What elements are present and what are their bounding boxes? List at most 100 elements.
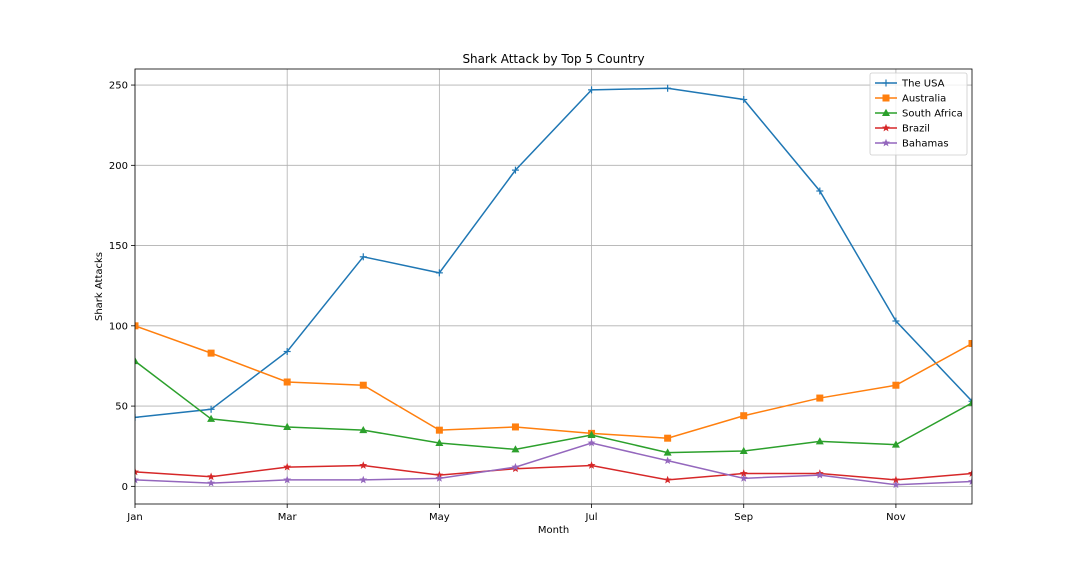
- series-line: [135, 442, 972, 486]
- legend: The USA Australia South Africa Brazil Bahama…: [869, 72, 968, 156]
- data-point: [968, 397, 972, 405]
- legend-marker: [882, 94, 890, 102]
- data-point: [891, 440, 900, 448]
- data-point: [207, 349, 215, 357]
- data-point: [587, 461, 596, 469]
- series-brazil: [135, 461, 972, 484]
- data-point: [816, 187, 824, 195]
- ticks: Jan Mar May Jul Sep Nov 0 50 100 150 200 250: [109, 81, 906, 523]
- y-axis-label: Shark Attacks: [94, 252, 105, 321]
- data-point: [435, 426, 443, 434]
- data-point: [587, 430, 596, 438]
- x-axis-label: Month: [538, 525, 569, 536]
- series-layer: [135, 84, 972, 489]
- legend-box: [869, 72, 968, 156]
- series-line: [135, 87, 972, 419]
- series-south-africa: [135, 356, 972, 456]
- series-line: [135, 360, 972, 454]
- data-point: [587, 438, 596, 447]
- chart-title: Shark Attack by Top 5 Country: [462, 52, 644, 66]
- data-point: [511, 462, 520, 471]
- data-point: [739, 446, 748, 455]
- data-point: [740, 95, 748, 103]
- data-point: [891, 475, 900, 484]
- y-tick-label: 50: [115, 402, 128, 413]
- x-tick-label: Mar: [278, 512, 298, 523]
- data-point: [435, 438, 444, 447]
- data-point: [207, 414, 216, 422]
- data-point: [135, 322, 139, 330]
- legend-label: Australia: [902, 94, 946, 105]
- legend-marker: [882, 123, 890, 132]
- series-line: [135, 464, 972, 481]
- legend-marker: [882, 138, 890, 147]
- plot-frame: [134, 68, 973, 505]
- legend-item: Bahamas: [875, 139, 949, 150]
- legend-item: Australia: [875, 94, 946, 105]
- legend-label: South Africa: [902, 109, 963, 120]
- y-tick-label: 150: [109, 241, 128, 252]
- data-point: [511, 423, 519, 431]
- legend-label: Brazil: [902, 124, 930, 135]
- data-point: [663, 456, 672, 465]
- y-tick-label: 100: [109, 321, 128, 332]
- legend-label: Bahamas: [902, 139, 949, 150]
- legend-item: Brazil: [875, 124, 930, 135]
- data-point: [207, 405, 215, 413]
- y-tick-label: 0: [122, 482, 128, 493]
- data-point: [588, 86, 596, 94]
- legend-item: South Africa: [875, 109, 963, 120]
- legend-item: The USA: [875, 79, 945, 90]
- series-the-usa: [135, 84, 972, 421]
- data-point: [815, 470, 824, 479]
- data-point: [207, 472, 216, 481]
- data-point: [511, 166, 519, 174]
- data-point: [435, 474, 444, 482]
- data-point: [135, 467, 139, 476]
- series-bahamas: [135, 438, 972, 489]
- data-point: [740, 412, 748, 420]
- data-point: [207, 478, 216, 487]
- data-point: [663, 448, 672, 456]
- data-point: [663, 475, 672, 484]
- data-point: [968, 398, 972, 406]
- y-tick-label: 250: [109, 81, 128, 92]
- x-tick-label: Jan: [126, 512, 142, 523]
- data-point: [968, 477, 972, 485]
- data-point: [968, 469, 972, 477]
- data-point: [283, 475, 292, 484]
- series-line: [135, 325, 972, 439]
- x-tick-label: May: [429, 512, 450, 523]
- data-point: [359, 253, 367, 261]
- legend-marker: [882, 79, 890, 87]
- legend-label: The USA: [901, 79, 945, 90]
- data-point: [435, 269, 443, 277]
- data-point: [968, 339, 972, 347]
- data-point: [135, 475, 139, 484]
- grid: [134, 69, 972, 504]
- data-point: [135, 356, 139, 365]
- x-tick-label: Jul: [585, 512, 598, 523]
- data-point: [359, 475, 368, 484]
- data-point: [359, 461, 368, 469]
- y-tick-label: 200: [109, 161, 128, 172]
- x-tick-label: Sep: [734, 512, 753, 523]
- data-point: [359, 381, 367, 389]
- data-point: [283, 378, 291, 386]
- data-point: [283, 422, 292, 430]
- data-point: [359, 425, 368, 434]
- data-point: [739, 474, 748, 482]
- x-tick-label: Nov: [886, 512, 906, 523]
- data-point: [664, 434, 672, 442]
- data-point: [739, 469, 748, 477]
- data-point: [816, 394, 824, 402]
- data-point: [664, 84, 672, 92]
- data-point: [892, 317, 900, 325]
- data-point: [283, 348, 291, 356]
- data-point: [815, 437, 824, 445]
- data-point: [892, 381, 900, 389]
- legend-marker: [882, 108, 890, 116]
- data-point: [891, 480, 900, 489]
- data-point: [283, 462, 292, 471]
